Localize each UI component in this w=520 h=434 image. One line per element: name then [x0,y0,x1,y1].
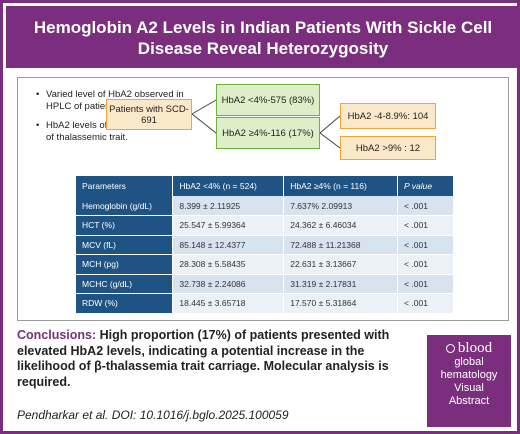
journal-logo: blood global hematology Visual Abstract [427,335,511,427]
logo-line: global [454,356,484,368]
table-row: MCV (fL) 85.148 ± 12.4377 72.488 ± 11.21… [76,235,454,255]
connector-high-mid [319,115,341,134]
flow-low-box: HbA2 <4%-575 (83%) [216,84,320,116]
conclusion-text: Conclusions: High proportion (17%) of pa… [17,328,417,390]
logo-line: Visual [454,382,484,394]
logo-line: hematology [440,369,498,381]
cell-low: 18.445 ± 3.65718 [172,293,285,314]
flow-high-label: HbA2 ≥4%-116 (17%) [222,127,314,139]
citation: Pendharkar et al. DOI: 10.1016/j.bglo.20… [17,408,289,422]
cell-pvalue: < .001 [397,293,454,314]
conclusion-label: Conclusions: [17,328,97,342]
flow-high-box: HbA2 ≥4%-116 (17%) [216,117,320,149]
header-pvalue: P value [397,176,454,196]
cell-parameter: RDW (%) [76,293,174,314]
flow-mid-box: HbA2 -4-8.9%: 104 [340,103,436,129]
cell-high: 72.488 ± 11.21368 [283,235,399,255]
blood-drop-icon [445,344,455,354]
table-row: MCH (pg) 28.308 ± 5.58435 22.631 ± 3.136… [76,254,454,275]
page-title: Hemoglobin A2 Levels in Indian Patients … [6,6,520,68]
header-high: HbA2 ≥4% (n = 116) [283,176,399,196]
bullet-item: Varied level of HbA2 observed in HPLC of… [36,89,194,113]
logo-mark: blood [427,341,511,356]
table-row: MCHC (g/dL) 32.738 ± 2.24086 31.319 ± 2.… [76,274,454,294]
content-panel: Varied level of HbA2 observed in HPLC of… [17,77,509,321]
cell-pvalue: < .001 [397,215,454,236]
cell-pvalue: < .001 [397,254,454,275]
cell-low: 85.148 ± 12.4377 [172,235,285,255]
table-row: Hemoglobin (g/dL) 8.399 ± 2.11925 7.637%… [76,196,454,216]
cell-pvalue: < .001 [397,196,454,216]
cell-parameter: MCH (pg) [76,254,174,275]
connector-root-high [191,113,217,134]
flow-top-label: HbA2 >9% : 12 [355,142,421,154]
cell-low: 32.738 ± 2.24086 [172,274,285,294]
table-row: HCT (%) 25.547 ± 5.99364 24.362 ± 6.4603… [76,215,454,236]
header-parameters: Parameters [76,176,174,196]
cell-pvalue: < .001 [397,235,454,255]
flow-low-label: HbA2 <4%-575 (83%) [221,94,315,106]
flow-root-box: Patients with SCD-691 [106,99,192,130]
cell-parameter: MCV (fL) [76,235,174,255]
header-low: HbA2 <4% (n = 524) [172,176,285,196]
cell-parameter: MCHC (g/dL) [76,274,174,294]
cell-high: 31.319 ± 2.17831 [283,274,399,294]
logo-brand: blood [457,340,493,356]
cell-high: 17.570 ± 5.31864 [283,293,399,314]
cell-parameter: HCT (%) [76,215,174,236]
cell-high: 24.362 ± 6.46034 [283,215,399,236]
conclusion-body: High proportion (17%) of patients presen… [17,328,390,389]
cell-pvalue: < .001 [397,274,454,294]
hematology-table: Parameters HbA2 <4% (n = 524) HbA2 ≥4% (… [76,176,454,314]
cell-parameter: Hemoglobin (g/dL) [76,196,174,216]
cell-low: 28.308 ± 5.58435 [172,254,285,275]
table-header-row: Parameters HbA2 <4% (n = 524) HbA2 ≥4% (… [76,176,454,196]
cell-high: 22.631 ± 3.13667 [283,254,399,275]
connector-high-top [319,132,341,149]
flow-root-label: Patients with SCD-691 [109,103,189,126]
table-row: RDW (%) 18.445 ± 3.65718 17.570 ± 5.3186… [76,293,454,314]
cell-high: 7.637% 2.09913 [283,196,399,216]
connector-root-low [191,99,217,115]
flow-top-box: HbA2 >9% : 12 [340,136,436,160]
cell-low: 25.547 ± 5.99364 [172,215,285,236]
cell-low: 8.399 ± 2.11925 [172,196,285,216]
flow-mid-label: HbA2 -4-8.9%: 104 [347,110,429,122]
logo-line: Abstract [448,395,490,407]
